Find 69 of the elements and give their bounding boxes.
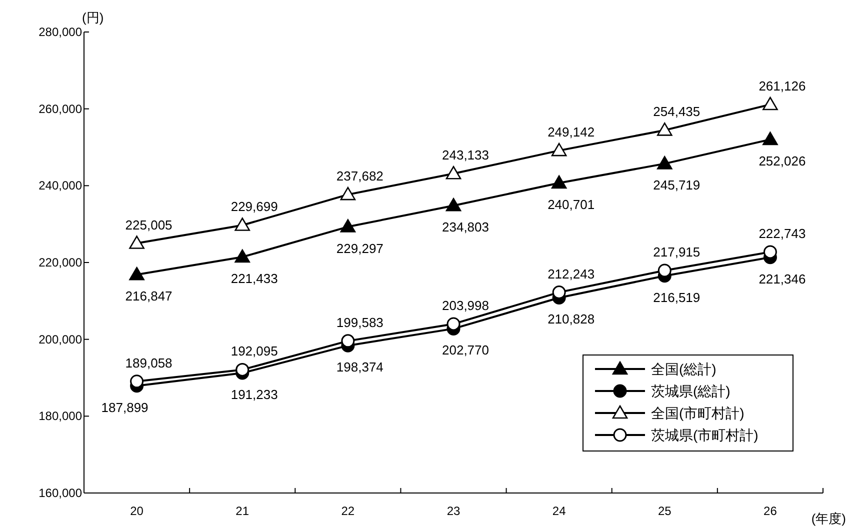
data-label: 229,699 [230, 199, 278, 214]
y-tick-label: 220,000 [38, 256, 82, 270]
x-tick-label: 22 [341, 504, 355, 518]
y-tick-label: 280,000 [38, 25, 82, 39]
data-label: 221,433 [230, 270, 278, 286]
data-label: 245,719 [653, 178, 700, 193]
point [234, 218, 250, 231]
point [656, 156, 672, 170]
data-label: 198,374 [336, 360, 384, 375]
legend-label: 全国(市町村計) [651, 405, 744, 421]
point [129, 236, 144, 249]
data-label: 189,058 [125, 355, 172, 370]
x-tick-label: 26 [764, 504, 778, 518]
point [762, 132, 778, 146]
data-label: 254,435 [653, 104, 700, 120]
point [446, 317, 460, 331]
point [552, 286, 566, 300]
x-axis-title: (年度) [811, 511, 846, 526]
data-label: 234,803 [442, 220, 489, 235]
data-label: 191,233 [230, 387, 278, 402]
data-label: 202,770 [442, 342, 489, 358]
data-label: 199,583 [336, 314, 384, 330]
legend-label: 全国(総計) [651, 361, 716, 377]
y-tick-label: 260,000 [38, 102, 82, 116]
data-label: 212,243 [548, 266, 595, 282]
y-tick-label: 240,000 [38, 178, 82, 193]
data-label: 261,126 [758, 78, 806, 94]
data-label: 187,899 [101, 400, 148, 415]
x-tick-label: 20 [130, 504, 144, 518]
point [129, 266, 144, 280]
data-label: 222,743 [758, 226, 806, 241]
point [446, 166, 462, 180]
data-label: 249,142 [548, 124, 595, 140]
legend-label: 茨城県(市町村計) [651, 427, 758, 443]
data-label: 237,682 [336, 168, 384, 184]
x-tick-label: 24 [552, 504, 566, 518]
point [341, 334, 355, 348]
y-tick-label: 200,000 [38, 332, 82, 346]
data-label: 203,998 [442, 298, 489, 313]
point [763, 245, 777, 259]
y-tick-label: 180,000 [38, 409, 82, 424]
data-label: 243,133 [442, 148, 489, 163]
y-tick-label: 160,000 [38, 486, 82, 500]
data-label: 217,915 [653, 244, 700, 260]
point [658, 264, 672, 278]
point [340, 219, 356, 232]
point [234, 249, 250, 263]
point [656, 122, 672, 136]
point [446, 198, 462, 212]
point [340, 186, 356, 200]
point [762, 96, 778, 110]
x-tick-label: 21 [236, 504, 250, 518]
data-label: 240,701 [548, 196, 595, 212]
data-label: 216,847 [125, 288, 172, 304]
point [236, 362, 250, 376]
data-label: 216,519 [653, 290, 700, 305]
data-label: 229,297 [336, 240, 384, 256]
legend-label: 茨城県(総計) [651, 383, 730, 399]
data-label: 252,026 [758, 153, 806, 168]
point [551, 142, 567, 156]
y-axis-title: (円) [82, 10, 104, 25]
data-label: 221,346 [758, 271, 806, 286]
point [130, 374, 144, 388]
data-label: 225,005 [125, 217, 172, 232]
x-tick-label: 25 [658, 504, 672, 518]
data-label: 210,828 [548, 312, 595, 327]
data-label: 192,095 [230, 344, 278, 359]
x-tick-label: 23 [446, 504, 460, 518]
point [551, 175, 567, 189]
